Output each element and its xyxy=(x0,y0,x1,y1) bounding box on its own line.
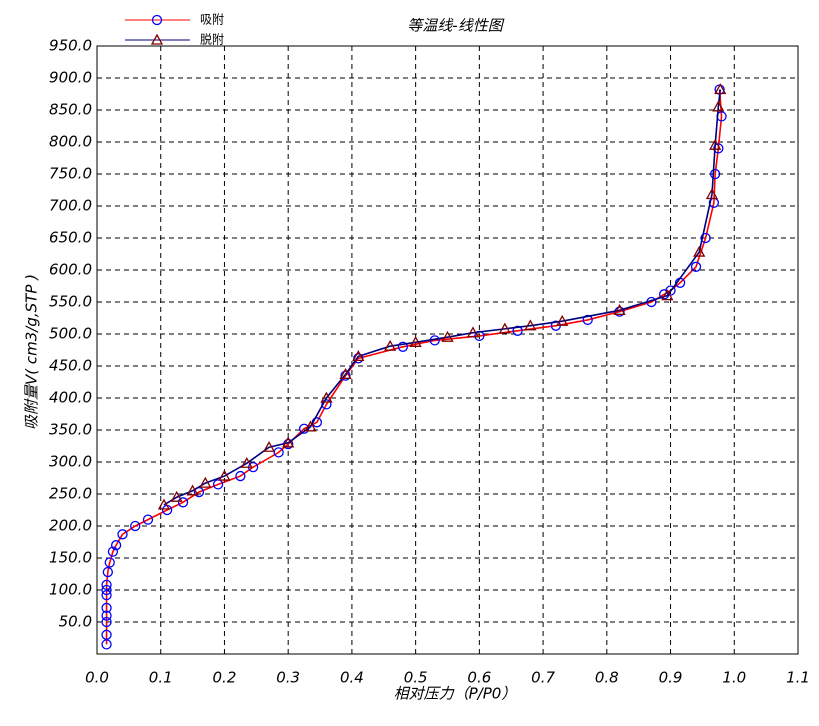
plot-area xyxy=(96,45,799,655)
data-point xyxy=(713,143,724,154)
data-point xyxy=(661,289,674,301)
data-point xyxy=(690,261,702,272)
x-tick-label: 1.0 xyxy=(722,669,746,687)
data-point xyxy=(665,285,676,296)
y-tick-label: 900.0 xyxy=(49,69,92,87)
y-tick-label: 500.0 xyxy=(49,325,92,343)
data-point xyxy=(705,188,719,200)
y-tick-label: 950.0 xyxy=(49,37,92,55)
data-point xyxy=(186,484,199,496)
y-tick-label: 450.0 xyxy=(49,357,92,375)
data-point xyxy=(101,579,112,591)
data-point xyxy=(693,245,706,257)
x-tick-label: 0.6 xyxy=(467,669,491,687)
data-point xyxy=(710,168,721,180)
data-point xyxy=(466,326,480,338)
data-point xyxy=(102,566,113,578)
series-line xyxy=(163,89,722,506)
x-tick-label: 0.9 xyxy=(659,669,683,687)
legend-marker xyxy=(151,14,163,26)
data-point xyxy=(101,589,112,601)
y-tick-label: 600.0 xyxy=(49,261,92,279)
data-point xyxy=(157,498,171,510)
data-point xyxy=(101,602,112,614)
x-tick-label: 0.1 xyxy=(149,669,173,687)
legend-label: 吸附 xyxy=(200,13,224,27)
data-point xyxy=(170,490,183,502)
data-point xyxy=(556,314,569,326)
y-tick-label: 550.0 xyxy=(49,293,92,311)
data-point xyxy=(714,83,727,95)
data-point xyxy=(104,557,115,568)
series-line xyxy=(105,89,723,645)
y-tick-label: 650.0 xyxy=(49,229,92,247)
data-point xyxy=(212,479,224,490)
x-tick-label: 1.1 xyxy=(786,669,810,687)
data-point xyxy=(240,456,253,468)
data-point xyxy=(177,497,189,508)
data-point xyxy=(384,339,397,351)
data-point xyxy=(498,322,511,334)
y-tick-label: 250.0 xyxy=(49,485,92,503)
x-tick-label: 0.8 xyxy=(595,669,619,687)
data-point xyxy=(110,540,122,551)
data-point xyxy=(700,232,711,244)
data-point xyxy=(117,529,128,540)
data-point xyxy=(101,629,112,640)
data-point xyxy=(524,319,537,331)
y-tick-label: 750.0 xyxy=(49,165,92,183)
y-tick-label: 300.0 xyxy=(49,453,92,471)
data-point xyxy=(352,350,365,362)
y-tick-label: 200.0 xyxy=(49,517,92,535)
x-axis-label: 相对压力（P/P0） xyxy=(394,685,517,703)
data-point xyxy=(339,367,352,379)
data-point xyxy=(262,440,276,452)
data-point xyxy=(199,476,212,488)
data-point xyxy=(130,520,141,532)
data-point xyxy=(304,420,317,432)
x-tick-label: 0.3 xyxy=(276,669,300,687)
data-point xyxy=(582,314,593,326)
data-point xyxy=(273,447,284,458)
data-point xyxy=(101,616,112,628)
data-point xyxy=(142,514,154,525)
data-point xyxy=(218,469,231,481)
data-point xyxy=(613,303,626,315)
data-point xyxy=(409,335,422,347)
y-tick-label: 350.0 xyxy=(49,421,92,439)
data-point xyxy=(320,391,333,403)
x-tick-label: 0.0 xyxy=(85,669,109,687)
data-point xyxy=(441,330,454,342)
x-tick-label: 0.2 xyxy=(213,669,237,687)
data-point xyxy=(101,610,112,621)
chart-title: 等温线-线性图 xyxy=(407,17,504,35)
y-tick-label: 100.0 xyxy=(49,581,92,599)
data-point xyxy=(340,370,351,381)
x-tick-label: 0.4 xyxy=(340,669,364,687)
legend-marker xyxy=(150,33,164,45)
y-tick-label: 50.0 xyxy=(59,613,92,631)
y-tick-label: 800.0 xyxy=(49,133,92,151)
data-point xyxy=(101,584,112,596)
data-point xyxy=(235,470,246,482)
y-tick-label: 150.0 xyxy=(49,549,92,567)
data-point xyxy=(709,138,722,150)
y-axis-label: 吸附量V( cm3/g,STP ) xyxy=(23,274,41,430)
legend-label: 脱附 xyxy=(200,32,224,47)
data-point xyxy=(321,399,332,410)
data-point xyxy=(282,436,295,448)
data-point xyxy=(512,325,523,336)
x-tick-label: 0.5 xyxy=(404,669,428,687)
data-point xyxy=(712,100,725,112)
x-tick-label: 0.7 xyxy=(531,669,555,687)
y-tick-label: 400.0 xyxy=(49,389,92,407)
data-point xyxy=(107,546,119,557)
y-tick-label: 700.0 xyxy=(49,197,92,215)
y-tick-label: 850.0 xyxy=(49,101,92,119)
data-point xyxy=(397,341,409,352)
